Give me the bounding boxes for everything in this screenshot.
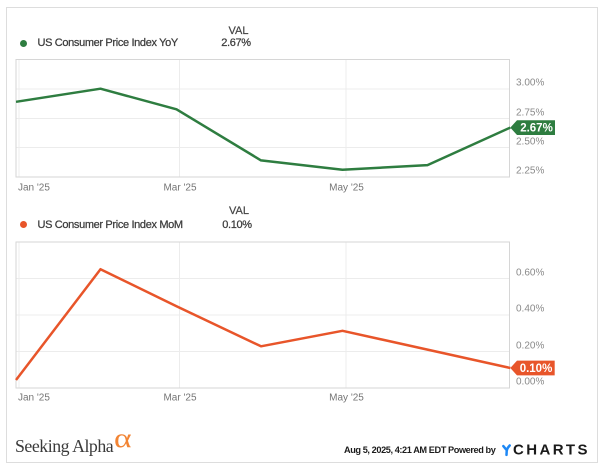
svg-text:0.10%: 0.10% <box>520 363 553 375</box>
svg-text:2.67%: 2.67% <box>520 123 553 135</box>
